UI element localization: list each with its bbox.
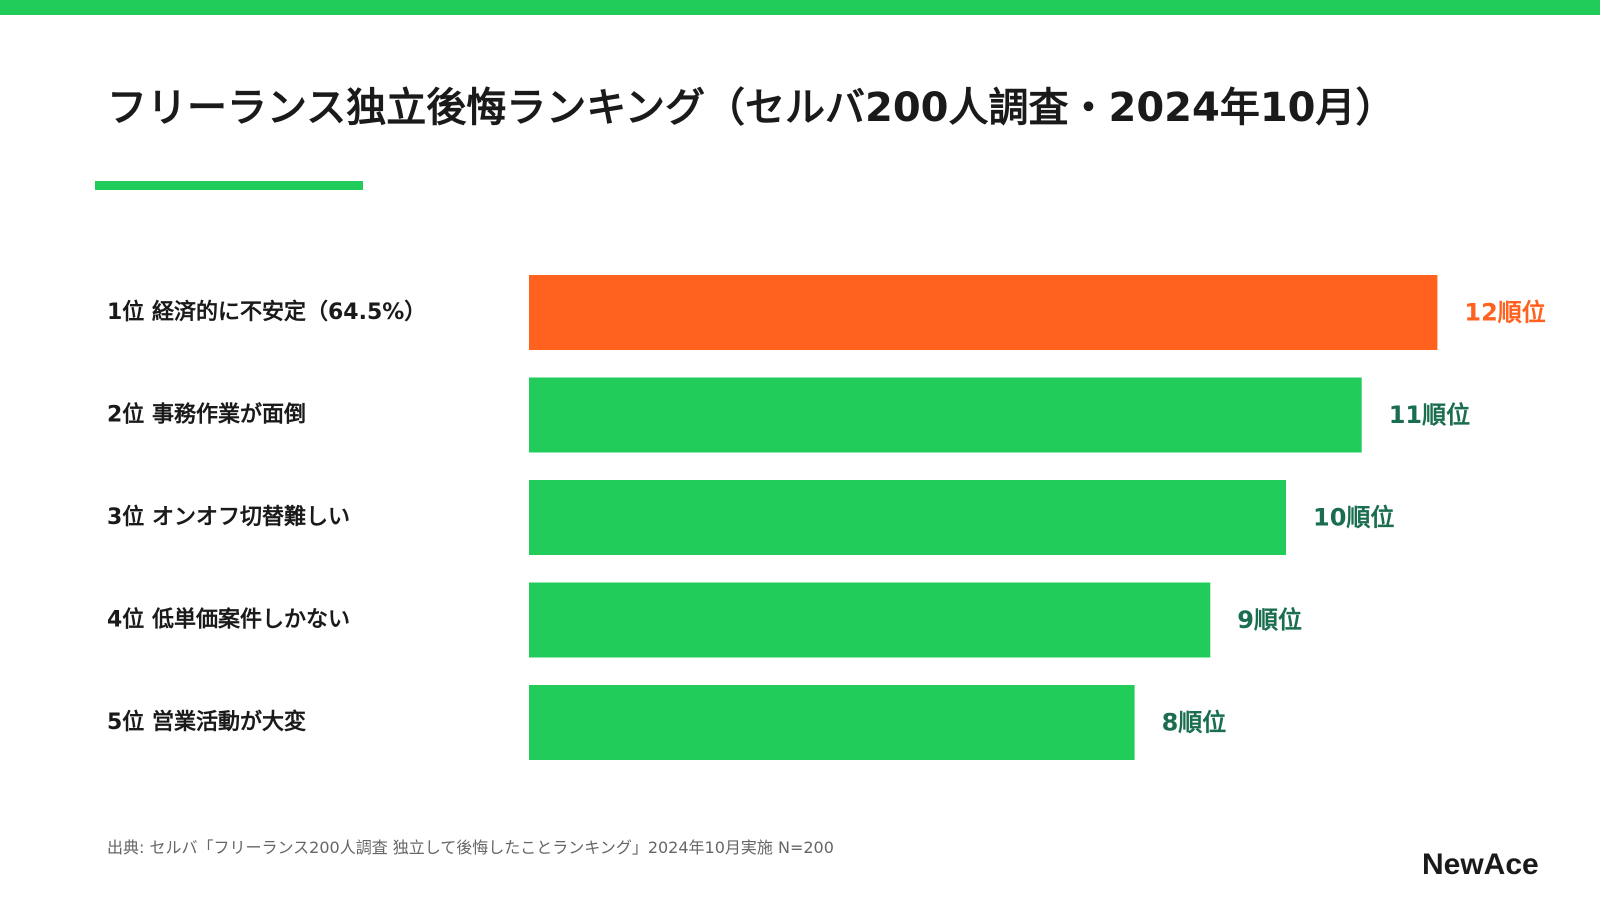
bar-4 xyxy=(529,582,1211,658)
category-label: 1位 経済的に不安定（64.5%） xyxy=(107,299,426,325)
top-accent-strip xyxy=(0,0,1600,15)
title-underline xyxy=(95,181,363,190)
value-label: 10順位 xyxy=(1313,504,1394,532)
value-label: 9順位 xyxy=(1237,606,1302,634)
category-label: 5位 営業活動が大変 xyxy=(107,709,306,735)
logo-wordmark: NewAce xyxy=(1422,848,1539,880)
newace-logo: NewAce xyxy=(1422,848,1539,880)
value-label: 11順位 xyxy=(1389,401,1470,429)
bar-5 xyxy=(529,685,1135,760)
page-title: フリーランス独立後悔ランキング（セルバ200人調査・2024年10月） xyxy=(107,85,1396,131)
value-label: 12順位 xyxy=(1464,299,1545,327)
bar-3 xyxy=(529,480,1286,555)
category-label: 4位 低単価案件しかない xyxy=(107,607,350,633)
source-note: 出典: セルバ「フリーランス200人調査 独立して後悔したことランキング」202… xyxy=(107,838,834,857)
category-label: 2位 事務作業が面倒 xyxy=(107,402,306,428)
bar-2 xyxy=(529,377,1362,453)
category-label: 3位 オンオフ切替難しい xyxy=(107,504,350,530)
value-label: 8順位 xyxy=(1162,709,1227,737)
bar-1 xyxy=(529,275,1438,350)
